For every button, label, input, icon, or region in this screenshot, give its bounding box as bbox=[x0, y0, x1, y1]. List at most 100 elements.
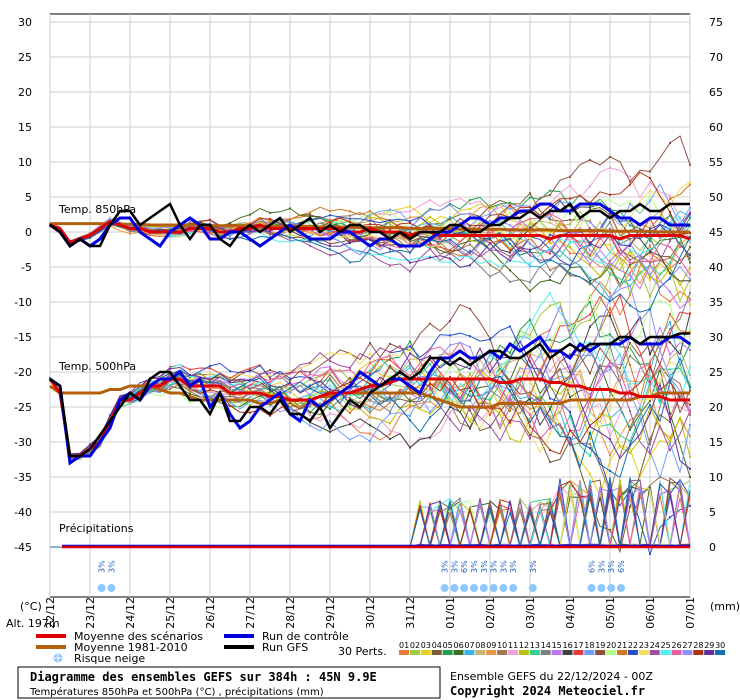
snowflake-icon bbox=[528, 584, 537, 592]
perturbation-point bbox=[329, 214, 331, 217]
snow-risk-pct: 3% bbox=[441, 560, 450, 573]
perturbation-point bbox=[609, 220, 611, 223]
perturbation-point bbox=[669, 368, 671, 371]
perturbation-point bbox=[369, 223, 371, 226]
perturbation-point bbox=[609, 251, 611, 254]
perturbation-point bbox=[349, 233, 351, 236]
perturbation-point bbox=[209, 367, 211, 370]
perturbation-point bbox=[289, 404, 291, 407]
perturbation-point bbox=[389, 410, 391, 413]
pert-number: 01 bbox=[399, 641, 409, 650]
perturbation-point bbox=[409, 358, 411, 361]
pert-number: 23 bbox=[639, 641, 649, 650]
perturbation-point bbox=[489, 248, 491, 251]
perturbation-point bbox=[509, 218, 511, 221]
perturbation-point bbox=[469, 383, 471, 386]
perturbation-point bbox=[389, 422, 391, 425]
snowflake-icon bbox=[470, 584, 478, 592]
date-label: 29/12 bbox=[324, 597, 337, 629]
perturbation-point bbox=[309, 402, 311, 405]
perturbation-point bbox=[489, 385, 491, 388]
perturbation-point bbox=[309, 211, 311, 214]
perturbation-point bbox=[549, 269, 551, 272]
perturbation-point bbox=[329, 360, 331, 363]
snow-risk-marker: 6% bbox=[460, 560, 469, 592]
perturbation-point bbox=[489, 387, 491, 390]
perturbation-point bbox=[449, 405, 451, 408]
legend-label-control: Run de contrôle bbox=[262, 630, 349, 643]
perturbation-point bbox=[269, 380, 271, 383]
perturbation-point bbox=[549, 247, 551, 250]
perturbation-point bbox=[509, 378, 511, 381]
perturbation-point bbox=[609, 438, 611, 441]
perturbation-point bbox=[469, 237, 471, 240]
perturbation-point bbox=[409, 415, 411, 417]
snowflake-icon bbox=[587, 584, 596, 592]
perturbation-point bbox=[509, 425, 511, 428]
perturbation-point bbox=[529, 232, 531, 235]
perturbation-point bbox=[669, 378, 671, 380]
perturbation-point bbox=[389, 367, 391, 370]
pert-swatch bbox=[649, 650, 660, 655]
perturbation-point bbox=[189, 368, 191, 371]
perturbation-point bbox=[329, 384, 331, 387]
date-label: 06/01 bbox=[644, 597, 657, 629]
perturbation-point bbox=[609, 212, 611, 215]
perturbation-point bbox=[509, 231, 511, 234]
perturbation-point bbox=[149, 225, 151, 228]
perturbation-point bbox=[469, 395, 471, 398]
perturbation-point bbox=[409, 362, 411, 365]
perturbation-point bbox=[489, 242, 491, 245]
perturbation-point bbox=[229, 381, 231, 384]
perturbation-point bbox=[409, 400, 411, 403]
perturbation-point bbox=[369, 398, 371, 401]
perturbation-point bbox=[529, 196, 531, 199]
right-tick-label: 20 bbox=[709, 401, 723, 414]
perturbation-point bbox=[469, 427, 471, 430]
perturbation-point bbox=[589, 281, 591, 284]
perturbation-point bbox=[629, 274, 631, 277]
right-tick-label: 60 bbox=[709, 121, 723, 134]
perturbation-point bbox=[249, 385, 251, 388]
date-label: 22/12 bbox=[44, 597, 57, 629]
perturbation-point bbox=[409, 366, 411, 369]
perturbation-point bbox=[229, 370, 231, 373]
perturbation-point bbox=[609, 300, 611, 303]
pert-swatch bbox=[518, 650, 529, 655]
perturbation-point bbox=[669, 516, 671, 519]
perturbation-point bbox=[529, 290, 531, 293]
perturbation-point bbox=[589, 236, 591, 239]
date-label: 24/12 bbox=[124, 597, 137, 629]
perturbation-point bbox=[689, 254, 691, 257]
perturbation-point bbox=[609, 193, 611, 196]
perturbation-point bbox=[609, 155, 611, 158]
perturbation-point bbox=[569, 374, 571, 377]
perturbation-point bbox=[509, 255, 511, 258]
perturbation-point bbox=[689, 303, 691, 306]
perturbation-point bbox=[369, 215, 371, 218]
perturbation-point bbox=[469, 208, 471, 210]
perturbation-point bbox=[609, 339, 611, 342]
perturbation-point bbox=[689, 278, 691, 281]
perturbation-point bbox=[289, 240, 291, 243]
perturbation-point bbox=[649, 353, 651, 356]
perturbation-point bbox=[329, 377, 331, 380]
perturbation-point bbox=[209, 383, 211, 386]
perturbation-point bbox=[689, 215, 691, 218]
perturbation-point bbox=[449, 217, 451, 220]
perturbation-point bbox=[449, 334, 451, 337]
perturbation-point bbox=[349, 403, 351, 406]
perturbation-point bbox=[489, 204, 491, 207]
perturbation-point bbox=[429, 386, 431, 389]
perturbation-point bbox=[629, 237, 631, 240]
perturbation-point bbox=[369, 243, 371, 246]
perturbation-point bbox=[689, 279, 691, 282]
perturbation-point bbox=[529, 250, 531, 253]
perturbation-point bbox=[149, 227, 151, 230]
perturbation-point bbox=[309, 213, 311, 216]
perturbation-point bbox=[669, 213, 671, 216]
perturbation-point bbox=[589, 206, 591, 209]
perturbation-point bbox=[429, 225, 431, 227]
perturbation-point bbox=[649, 195, 651, 198]
perturbation-point bbox=[609, 469, 611, 472]
